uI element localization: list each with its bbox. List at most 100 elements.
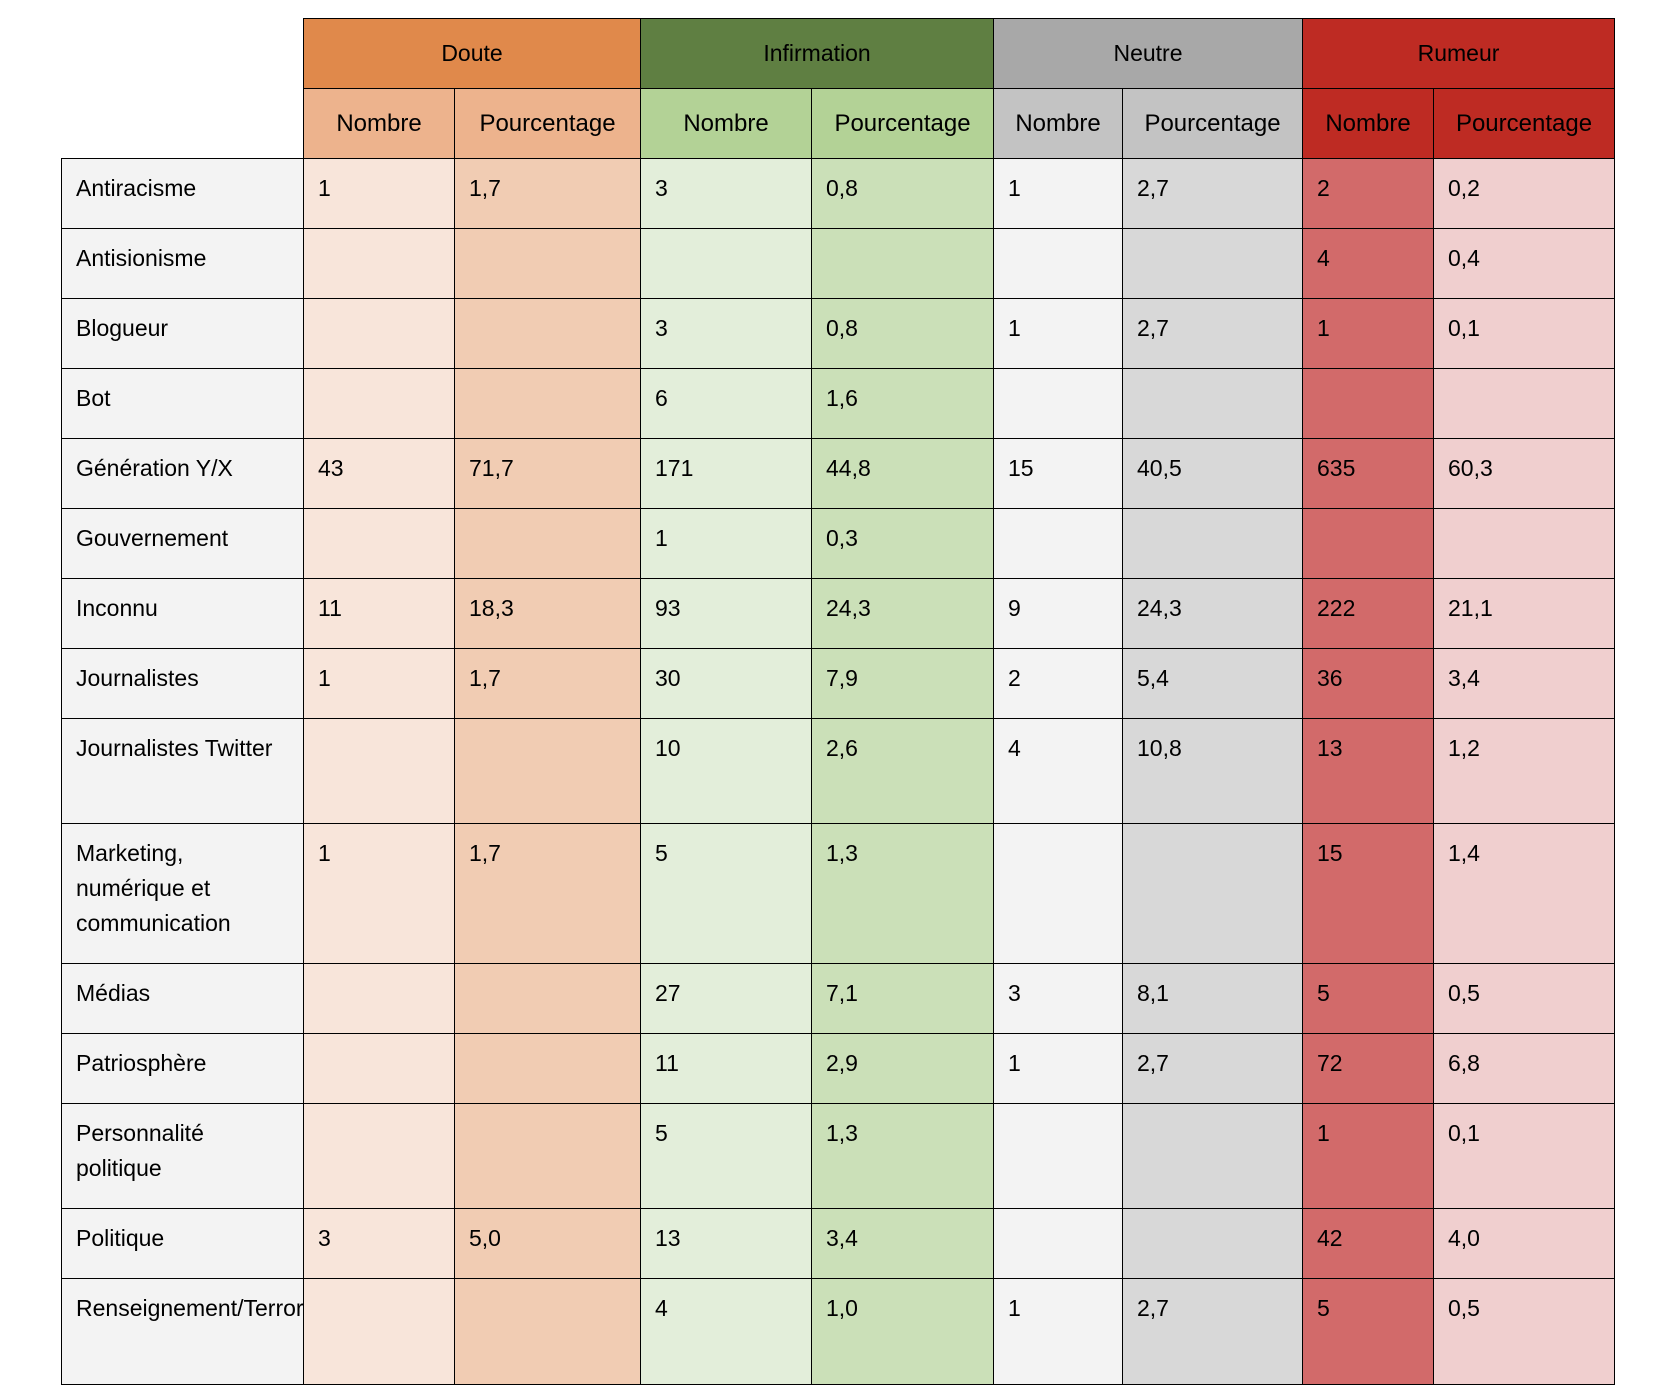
cell-value: 3 (655, 175, 668, 201)
cell-value: 60,3 (1448, 455, 1493, 481)
row-label: Politique (61, 1208, 304, 1279)
cell-value: 3,4 (1448, 665, 1480, 691)
column-group-header: Infirmation (640, 18, 994, 89)
table-cell (993, 1103, 1123, 1209)
column-subheader: Pourcentage (811, 88, 994, 159)
table-cell: 5,0 (454, 1208, 641, 1279)
table-cell: 2,9 (811, 1033, 994, 1104)
table-cell: 10,8 (1122, 718, 1303, 824)
row-label: Antiracisme (61, 158, 304, 229)
cell-value: 4 (655, 1295, 668, 1321)
table-cell (1433, 368, 1615, 439)
row-label-text: Antiracisme (76, 175, 197, 201)
table-cell: 43 (303, 438, 455, 509)
cell-value: 1,4 (1448, 840, 1480, 866)
table-cell: 1 (303, 648, 455, 719)
table-cell: 2 (993, 648, 1123, 719)
column-subheader: Nombre (993, 88, 1123, 159)
table-cell: 2,7 (1122, 298, 1303, 369)
row-label: Personnalité politique (61, 1103, 304, 1209)
cell-value: 7,9 (826, 665, 858, 691)
table-cell (303, 228, 455, 299)
table-cell: 5 (1302, 1278, 1434, 1385)
cell-value: 4 (1008, 735, 1021, 761)
row-label: Renseignement/Terrorisme (61, 1278, 304, 1385)
table-cell (454, 963, 641, 1034)
cell-value: 1,3 (826, 1120, 858, 1146)
cell-value: 0,1 (1448, 315, 1480, 341)
table-cell: 36 (1302, 648, 1434, 719)
table-cell: 60,3 (1433, 438, 1615, 509)
row-label: Blogueur (61, 298, 304, 369)
cell-value: 1 (655, 525, 668, 551)
cell-value: 1,7 (469, 840, 501, 866)
table-cell: 2,7 (1122, 1033, 1303, 1104)
cell-value: 15 (1317, 840, 1343, 866)
table-cell: 171 (640, 438, 812, 509)
table-cell: 15 (1302, 823, 1434, 964)
table-cell (454, 228, 641, 299)
column-subheader: Pourcentage (1433, 88, 1615, 159)
table-cell (993, 823, 1123, 964)
cell-value: 3,4 (826, 1225, 858, 1251)
row-label-text: Politique (76, 1225, 165, 1251)
cell-value: 1,7 (469, 665, 501, 691)
table-cell: 4,0 (1433, 1208, 1615, 1279)
cell-value: 4 (1317, 245, 1330, 271)
cell-value: 0,5 (1448, 1295, 1480, 1321)
cell-value: 7,1 (826, 980, 858, 1006)
table-cell: 11 (640, 1033, 812, 1104)
table-cell: 2,7 (1122, 1278, 1303, 1385)
cell-value: 2,7 (1137, 1050, 1169, 1076)
cell-value: 2,7 (1137, 175, 1169, 201)
table-cell (454, 1033, 641, 1104)
table-cell: 24,3 (811, 578, 994, 649)
table-cell: 0,5 (1433, 963, 1615, 1034)
row-label-text: Blogueur (76, 315, 169, 341)
column-subheader: Nombre (303, 88, 455, 159)
cell-value: 1,0 (826, 1295, 858, 1321)
table-cell: 1 (640, 508, 812, 579)
table-cell: 7,1 (811, 963, 994, 1034)
table-cell (1122, 508, 1303, 579)
column-subheader: Pourcentage (454, 88, 641, 159)
cell-value: 2,6 (826, 735, 858, 761)
table-cell: 24,3 (1122, 578, 1303, 649)
table-cell (303, 508, 455, 579)
table-cell (303, 718, 455, 824)
table-cell (1122, 1208, 1303, 1279)
subheader-text: Pourcentage (1455, 110, 1593, 137)
subheader-text: Nombre (336, 110, 422, 137)
table-cell: 3 (303, 1208, 455, 1279)
cell-value: 9 (1008, 595, 1021, 621)
table-cell (303, 1033, 455, 1104)
column-subheader: Nombre (640, 88, 812, 159)
row-label: Médias (61, 963, 304, 1034)
table-cell: 0,1 (1433, 1103, 1615, 1209)
subheader-text: Nombre (1015, 110, 1101, 137)
table-cell (993, 228, 1123, 299)
row-label-text: Médias (76, 980, 151, 1006)
table-cell (303, 963, 455, 1034)
cell-value: 11 (318, 595, 342, 621)
table-cell (303, 298, 455, 369)
table-cell: 1,7 (454, 648, 641, 719)
row-label: Inconnu (61, 578, 304, 649)
table-cell: 5 (1302, 963, 1434, 1034)
row-label: Patriosphère (61, 1033, 304, 1104)
subheader-text: Pourcentage (834, 110, 971, 137)
cell-value: 72 (1317, 1050, 1343, 1076)
cell-value: 10 (655, 735, 681, 761)
cell-value: 0,4 (1448, 245, 1480, 271)
group-header-text: Doute (441, 40, 503, 66)
table-cell: 1 (993, 1033, 1123, 1104)
table-cell: 40,5 (1122, 438, 1303, 509)
cell-value: 71,7 (469, 455, 514, 481)
cell-value: 0,3 (826, 525, 858, 551)
table-cell (303, 1103, 455, 1209)
table-cell: 6 (640, 368, 812, 439)
table-cell: 3 (640, 158, 812, 229)
cell-value: 5,4 (1137, 665, 1169, 691)
cell-value: 40,5 (1137, 455, 1182, 481)
table-cell: 4 (1302, 228, 1434, 299)
